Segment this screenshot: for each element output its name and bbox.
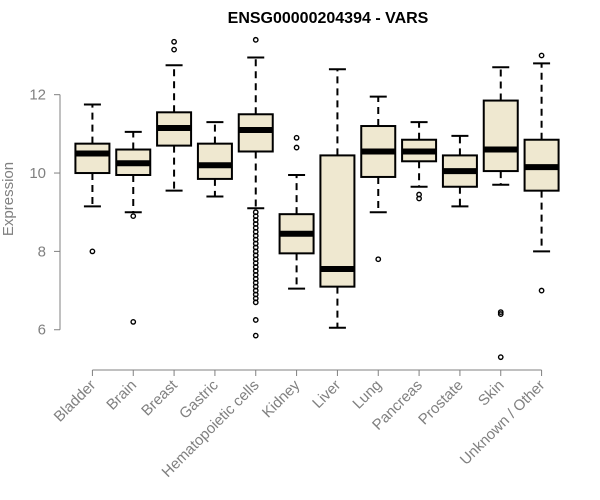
x-tick-label: Brain [103, 377, 140, 414]
outlier-point [130, 319, 137, 325]
box-unknown-other [523, 52, 560, 294]
box-bladder [74, 103, 111, 255]
boxes-group [74, 36, 560, 361]
outlier-point [171, 46, 177, 53]
box-hematopoietic-cells [237, 36, 274, 339]
outlier-point [538, 287, 545, 294]
x-tick-label: Liver [309, 377, 344, 412]
box-kidney [278, 134, 315, 290]
outlier-point [89, 248, 96, 255]
outlier-point [416, 195, 422, 202]
outlier-point [130, 213, 137, 220]
outlier-point [497, 309, 504, 316]
x-tick-label: Skin [475, 377, 508, 410]
x-tick-label: Prostate [415, 377, 467, 429]
y-tick-label: 8 [38, 243, 46, 260]
box-brain [115, 130, 152, 325]
outlier-point [252, 36, 259, 43]
box-gastric [196, 121, 233, 198]
y-tick-label: 6 [38, 322, 46, 339]
y-axis-label: Expression [0, 162, 17, 236]
chart-title: ENSG00000204394 - VARS [228, 10, 429, 27]
box-lung [360, 95, 397, 263]
x-tick-label: Kidney [259, 376, 304, 421]
outlier-point [171, 38, 177, 45]
y-axis: 6 8 10 12 [29, 87, 61, 339]
outlier-point [375, 256, 382, 263]
y-tick-label: 12 [29, 87, 46, 104]
box-liver [319, 68, 356, 329]
box-skin [482, 66, 519, 361]
outlier-point [538, 52, 545, 59]
iqr-box [74, 142, 111, 175]
outlier-point [252, 299, 259, 306]
iqr-box [196, 142, 233, 180]
outlier-point [252, 317, 259, 323]
outlier-point [252, 332, 259, 339]
box-breast [156, 38, 193, 192]
box-pancreas [401, 121, 438, 202]
iqr-box [482, 99, 519, 173]
y-tick-label: 10 [29, 165, 46, 182]
x-tick-label: Breast [138, 376, 181, 419]
x-tick-label: Lung [349, 377, 385, 413]
box-prostate [441, 134, 478, 208]
outlier-point [293, 144, 300, 151]
outlier-point [497, 354, 504, 361]
iqr-box [319, 154, 356, 288]
outlier-point [497, 311, 504, 317]
outlier-point [293, 134, 300, 141]
x-tick-label: Bladder [51, 377, 100, 426]
